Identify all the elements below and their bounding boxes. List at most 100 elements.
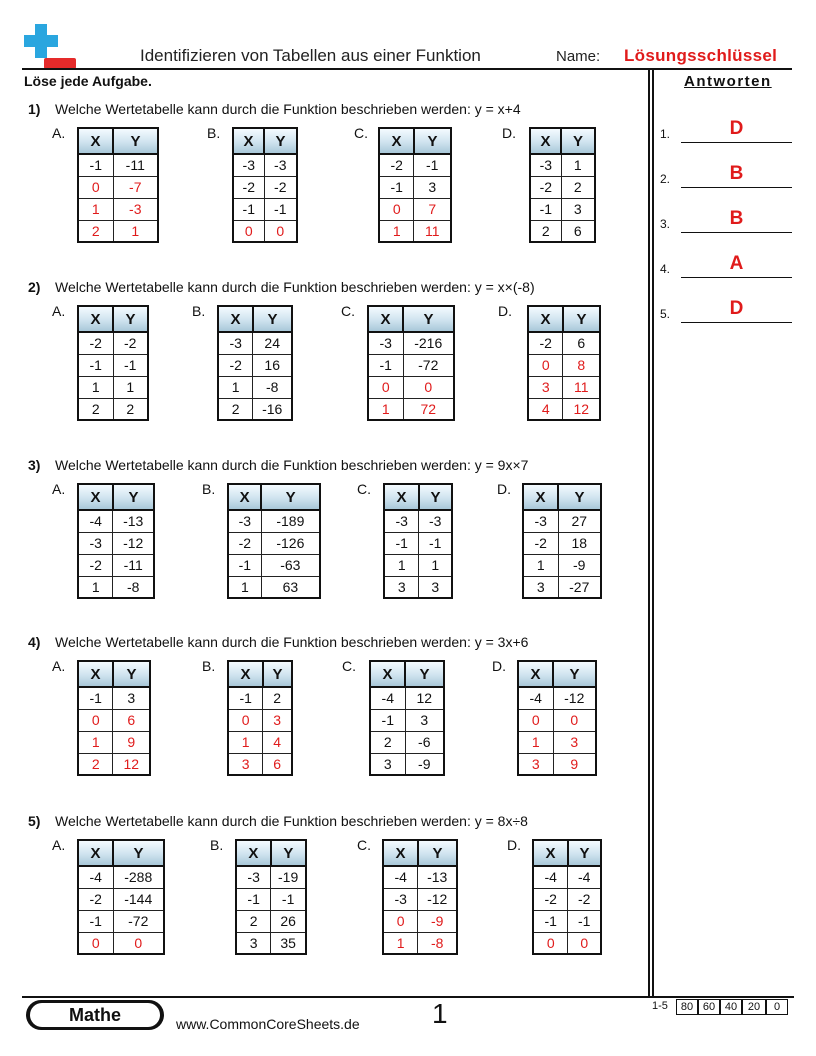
xy-table[interactable]: X Y -3 -3 -1 -1 1 1 3 3 [383,483,454,599]
table-row: -2 -126 [226,531,321,555]
xy-table[interactable]: X Y -1 -11 0 -7 1 -3 2 1 [76,127,159,243]
xy-table[interactable]: X Y -4 12 -1 3 2 -6 3 -9 [368,660,445,776]
answer-value[interactable]: D [729,118,744,139]
y-cell: 0 [112,931,165,955]
option-label[interactable]: B. [210,837,224,853]
option-label[interactable]: A. [52,125,66,141]
y-cell: -1 [270,887,308,911]
x-cell: 1 [77,730,114,754]
option-label[interactable]: D. [497,481,511,497]
option-label[interactable]: A. [52,837,66,853]
table-row: 1 11 [378,219,453,243]
xy-table[interactable]: X Y -3 -216 -1 -72 0 0 1 72 [367,305,455,421]
option-label[interactable]: A. [52,481,66,497]
y-cell: -11 [112,153,159,177]
xy-table[interactable]: X Y -4 -288 -2 -144 -1 -72 0 0 [77,839,165,955]
question-number: 3) [28,457,41,473]
y-cell: 6 [112,708,152,732]
table-row: 1 72 [367,397,455,421]
option-label[interactable]: C. [357,481,371,497]
option-label[interactable]: B. [202,658,216,674]
option-label[interactable]: B. [192,303,206,319]
option-label[interactable]: C. [354,125,368,141]
table-row: -1 -72 [367,353,455,377]
y-header: Y [269,839,308,867]
xy-table[interactable]: X Y -4 -13 -3 -12 -2 -11 1 -8 [77,483,156,599]
y-cell: 0 [263,219,298,243]
option-label[interactable]: B. [202,481,216,497]
question-number: 1) [28,101,41,117]
xy-table[interactable]: X Y -4 -12 0 0 1 3 3 9 [517,660,597,776]
table-row: 1 63 [226,575,321,599]
y-header: Y [416,839,459,867]
table-row: -3 24 [217,331,294,355]
y-header: Y [552,660,597,688]
x-cell: 1 [76,197,114,221]
xy-table[interactable]: X Y -3 -19 -1 -1 2 26 3 35 [235,839,308,955]
xy-table[interactable]: X Y -2 -2 -1 -1 1 1 2 2 [77,305,149,421]
table-row: -1 -1 [532,909,603,933]
answer-value[interactable]: B [729,163,744,184]
table-row: 1 -3 [76,197,159,221]
option-label[interactable]: D. [502,125,516,141]
option-label[interactable]: B. [207,125,221,141]
column-divider [648,70,650,996]
table-row: -2 -2 [231,175,298,199]
y-cell: 3 [552,730,597,754]
table-row: -3 -3 [231,153,298,177]
option-label[interactable]: A. [52,303,66,319]
question-number: 5) [28,813,41,829]
y-cell: 9 [552,752,597,776]
xy-table[interactable]: X Y -3 -3 -2 -2 -1 -1 0 0 [231,127,298,243]
x-cell: -1 [235,887,272,911]
score-box: 40 [720,999,742,1015]
option-label[interactable]: D. [507,837,521,853]
x-cell: 1 [217,375,254,399]
answer-value[interactable]: B [729,208,744,229]
y-cell: 11 [562,375,602,399]
xy-table[interactable]: X Y -1 3 0 6 1 9 2 12 [77,660,152,776]
x-header: X [77,660,114,688]
table-row: -2 6 [527,331,602,355]
answer-value[interactable]: D [729,298,744,319]
xy-table[interactable]: X Y -3 1 -2 2 -1 3 2 6 [528,127,596,243]
y-cell: 6 [560,219,596,243]
table-row: -1 -72 [77,909,165,933]
y-header: Y [251,305,294,333]
table-row: -4 -12 [517,686,597,710]
x-cell: -3 [528,153,562,177]
table-row: -2 16 [217,353,294,377]
y-header: Y [112,127,159,155]
answer-line [681,277,792,278]
option-label[interactable]: C. [357,837,371,853]
xy-table[interactable]: X Y -1 2 0 3 1 4 3 6 [227,660,294,776]
xy-table[interactable]: X Y -3 -189 -2 -126 -1 -63 1 63 [226,483,321,599]
xy-table[interactable]: X Y -2 -1 -1 3 0 7 1 11 [378,127,453,243]
y-cell: 24 [252,331,294,355]
xy-table[interactable]: X Y -3 24 -2 16 1 -8 2 -16 [217,305,294,421]
answer-value[interactable]: A [729,253,744,274]
column-divider [652,70,654,996]
option-label[interactable]: C. [342,658,356,674]
option-label[interactable]: D. [492,658,506,674]
option-label[interactable]: A. [52,658,66,674]
xy-table[interactable]: X Y -4 -4 -2 -2 -1 -1 0 0 [532,839,603,955]
answer-number: 5. [660,307,671,321]
xy-table[interactable]: X Y -2 6 0 8 3 11 4 12 [527,305,602,421]
xy-table[interactable]: X Y -3 27 -2 18 1 -9 3 -27 [522,483,602,599]
option-label[interactable]: C. [341,303,355,319]
xy-table[interactable]: X Y -4 -13 -3 -12 0 -9 1 -8 [382,839,459,955]
x-cell: 2 [235,909,272,933]
option-label[interactable]: D. [498,303,512,319]
x-cell: 0 [77,708,114,732]
x-cell: 3 [522,575,559,599]
y-cell: 0 [402,375,455,399]
y-cell: -11 [112,553,156,577]
y-header: Y [412,127,453,155]
